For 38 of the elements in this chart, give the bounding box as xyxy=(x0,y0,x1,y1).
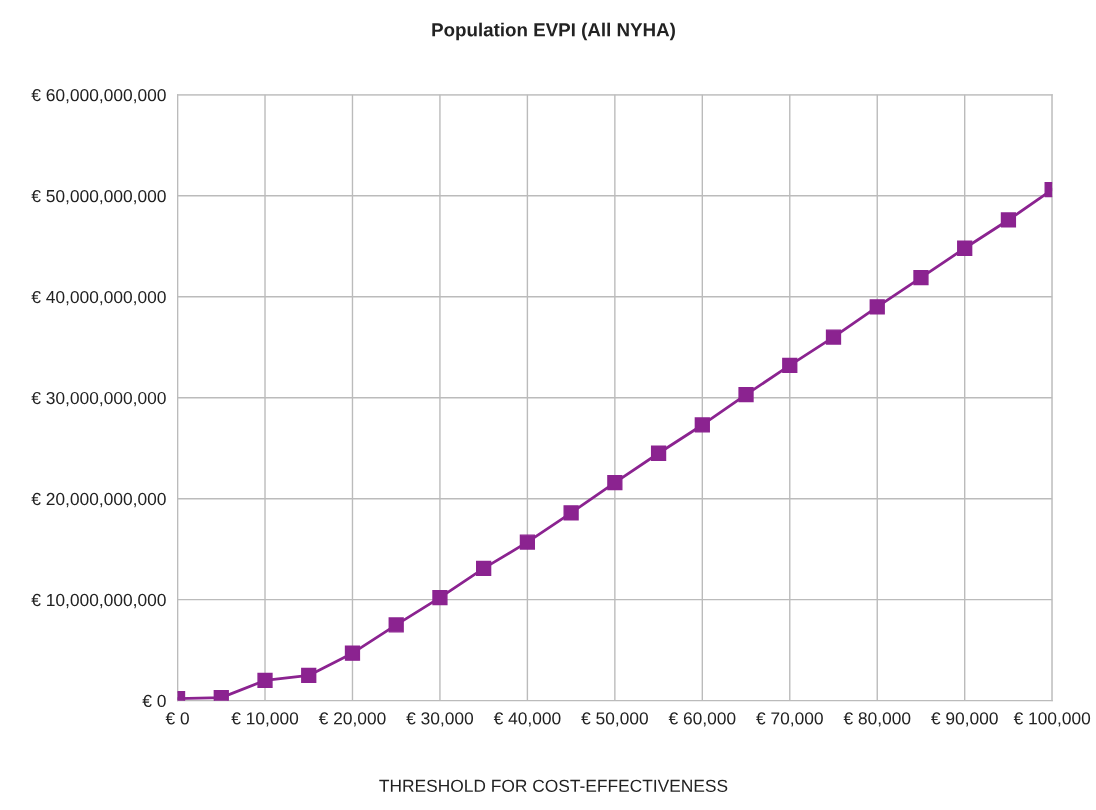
point xyxy=(607,474,623,491)
point xyxy=(825,329,842,345)
x-tick-label: € 80,000 xyxy=(843,712,911,727)
x-tick-label: € 0 xyxy=(165,712,189,725)
point xyxy=(1000,212,1017,228)
x-tick-label: € 50,000 xyxy=(581,712,648,727)
point xyxy=(476,560,492,577)
x-tick-label: € 60,000 xyxy=(668,712,736,727)
x-tick-label: € 70,000 xyxy=(756,712,823,727)
x-tick-label: € 30,000 xyxy=(406,712,474,727)
chart-title: Population EVPI (All NYHA) xyxy=(432,22,675,41)
y-tick-label: € 30,000,000,000 xyxy=(31,391,166,407)
point xyxy=(519,534,536,550)
y-tick-label: € 0 xyxy=(142,694,166,708)
point xyxy=(913,269,929,286)
x-tick-label: € 20,000 xyxy=(318,712,386,727)
point xyxy=(869,299,885,315)
point xyxy=(301,667,317,684)
point xyxy=(257,672,273,689)
point xyxy=(388,617,404,633)
x-tick-label: € 40,000 xyxy=(493,712,561,727)
y-tick-label: € 60,000,000,000 xyxy=(31,88,166,104)
point xyxy=(738,387,754,403)
y-tick-label: € 50,000,000,000 xyxy=(31,189,166,205)
point xyxy=(563,505,579,521)
y-tick-label: € 40,000,000,000 xyxy=(31,290,166,306)
point xyxy=(782,357,798,374)
point xyxy=(344,645,361,661)
point xyxy=(694,417,710,433)
x-tick-label: € 100,000 xyxy=(1013,712,1091,727)
x-tick-label: € 90,000 xyxy=(931,712,998,727)
x-axis-title: THRESHOLD FOR COST-EFFECTIVENESS xyxy=(379,779,728,792)
y-tick-label: € 10,000,000,000 xyxy=(31,593,166,609)
x-tick-label: € 10,000 xyxy=(231,712,299,727)
point xyxy=(957,240,973,256)
point xyxy=(432,590,448,606)
point xyxy=(650,445,667,461)
y-tick-label: € 20,000,000,000 xyxy=(31,492,166,508)
